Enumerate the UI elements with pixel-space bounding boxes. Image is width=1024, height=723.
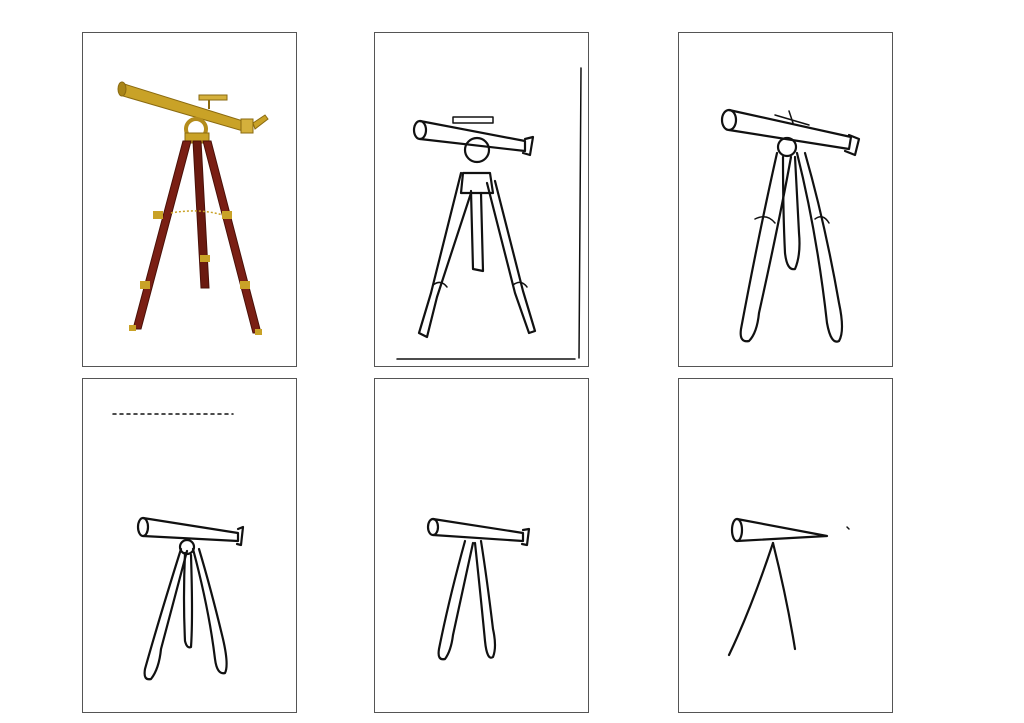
panel-sketch-4 — [374, 378, 589, 713]
telescope-sketch-detailed — [396, 67, 582, 360]
brass-telescope-photo — [117, 81, 269, 335]
panel-sketch-3 — [82, 378, 297, 713]
panel-sketch-5 — [678, 378, 893, 713]
telescope-sketch-minimal — [426, 517, 531, 661]
telescope-sketch-most-minimal — [727, 517, 850, 657]
telescope-sketch-simplified — [720, 108, 861, 343]
panel-photo — [82, 32, 297, 367]
telescope-sketch-simplified-2 — [112, 413, 245, 681]
panel-sketch-1 — [374, 32, 589, 367]
panel-sketch-2 — [678, 32, 893, 367]
